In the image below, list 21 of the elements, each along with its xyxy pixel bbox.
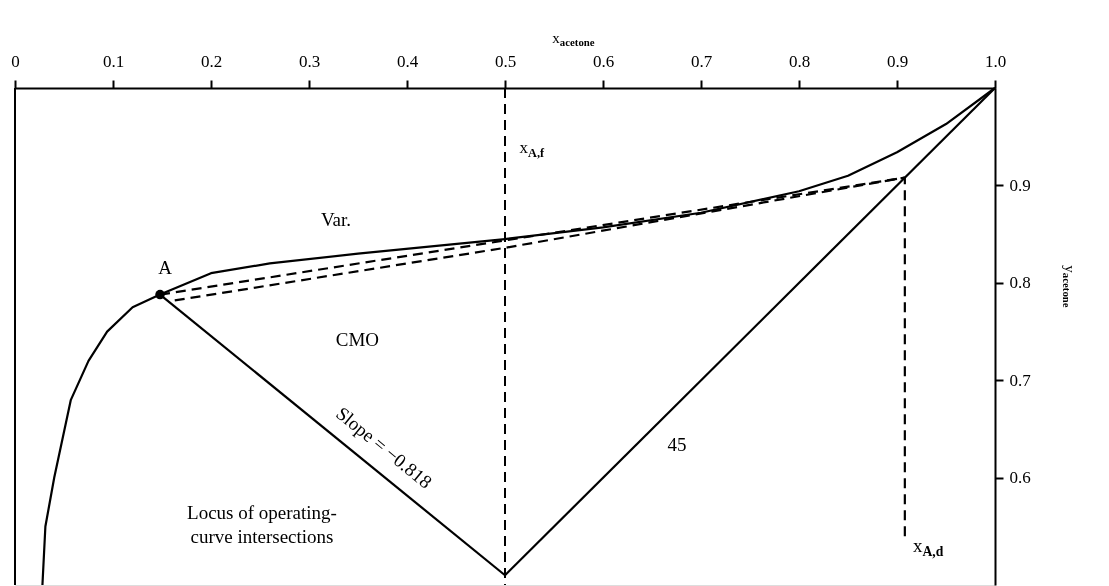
annotation: Var. [321, 209, 352, 230]
x-tick-label: 0.4 [396, 51, 419, 71]
y-tick-label: 0.9 [1009, 175, 1031, 195]
x-tick-label: 0 [11, 51, 20, 71]
annotation: 45 [667, 434, 687, 455]
x-tick-label: 0.3 [298, 51, 321, 71]
annotation: CMO [335, 329, 380, 350]
x-tick-label: 0.2 [200, 51, 223, 71]
y-axis-title: yacetone [1060, 265, 1078, 308]
x-tick-label: 0.6 [592, 51, 615, 71]
x-tick-label: 0.7 [690, 51, 713, 71]
x-tick-label: 1.0 [984, 51, 1007, 71]
x-tick-label: 0.9 [886, 51, 909, 71]
x-tick-label: 0.5 [494, 51, 517, 71]
y-tick-label: 0.8 [1009, 273, 1031, 293]
y-tick-label: 0.7 [1009, 370, 1032, 390]
y-tick-label: 0.6 [1009, 468, 1031, 488]
annotation: A [158, 257, 173, 278]
x-tick-label: 0.8 [788, 51, 811, 71]
x-tick-label: 0.1 [102, 51, 125, 71]
annotation: Locus of operating-curve intersections [187, 502, 337, 547]
